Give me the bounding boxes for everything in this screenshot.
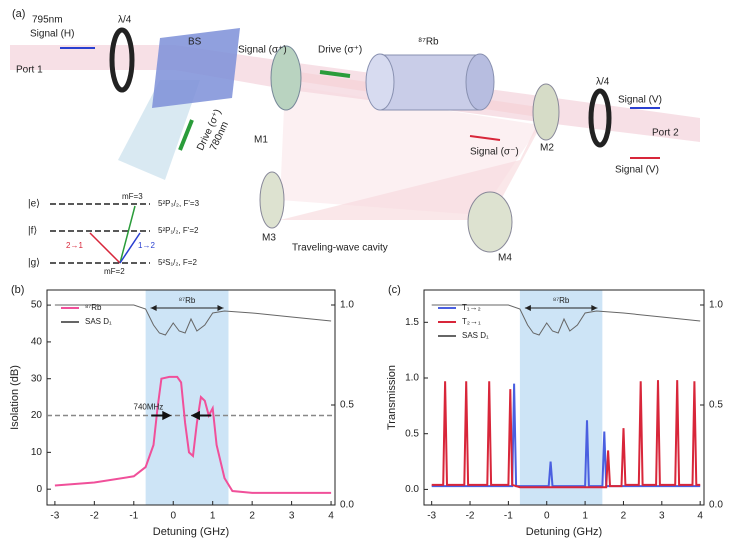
y-axis-label: Transmission — [386, 365, 398, 430]
level-term: 5²P₃/₂, F'=3 — [158, 199, 200, 208]
x-tick-label: 1 — [582, 511, 588, 522]
label: 2→1 — [66, 241, 83, 250]
energy-levels — [50, 204, 150, 263]
transition — [120, 206, 135, 263]
x-tick-label: 2 — [621, 511, 627, 522]
label: 795nm — [32, 15, 63, 26]
x-tick-label: -2 — [90, 511, 99, 522]
y-tick-label: 10 — [31, 447, 43, 458]
label: M3 — [262, 233, 276, 244]
annotation: ⁸⁷Rb — [553, 296, 570, 305]
legend-label: T₂→₁ — [462, 317, 481, 326]
y-tick-label: 1.5 — [405, 317, 419, 328]
label: Drive (σ⁺) — [318, 45, 362, 56]
vapor-cell — [366, 54, 394, 110]
label: Signal (σ⁺) — [238, 45, 287, 56]
legend-label: T₁→₂ — [462, 303, 481, 312]
label: Traveling-wave cavity — [292, 243, 388, 254]
level-term: 5²S₁/₂, F=2 — [158, 258, 197, 267]
panel-label: (a) — [12, 8, 25, 20]
y2-tick-label: 0.0 — [709, 500, 723, 511]
x-axis-label: Detuning (GHz) — [526, 526, 602, 538]
x-tick-label: -2 — [466, 511, 475, 522]
y-tick-label: 0.5 — [405, 428, 419, 439]
y-tick-label: 40 — [31, 337, 43, 348]
y-tick-label: 1.0 — [405, 373, 419, 384]
vapor-cell — [466, 54, 494, 110]
mirror — [533, 84, 559, 140]
mirror — [260, 172, 284, 228]
label: Signal (σ⁻) — [470, 147, 519, 158]
x-tick-label: -1 — [504, 511, 513, 522]
y-tick-label: 0 — [36, 484, 42, 495]
transition — [90, 233, 120, 263]
label: BS — [188, 37, 202, 48]
x-tick-label: 4 — [328, 511, 334, 522]
mirror — [468, 192, 512, 252]
x-axis-label: Detuning (GHz) — [153, 526, 229, 538]
y-axis-label: Isolation (dB) — [9, 365, 21, 430]
shaded-region — [520, 290, 602, 505]
x-tick-label: -1 — [129, 511, 138, 522]
y-tick-label: 50 — [31, 300, 43, 311]
label: 1→2 — [138, 241, 155, 250]
level-state: |g⟩ — [28, 258, 40, 269]
annotation: 740MHz — [134, 403, 164, 412]
panel-label: (b) — [11, 284, 24, 296]
label: Port 2 — [652, 128, 679, 139]
label: M4 — [498, 253, 512, 264]
setup-drawing — [10, 28, 700, 263]
y2-tick-label: 1.0 — [340, 300, 354, 311]
y2-tick-label: 0.5 — [340, 400, 354, 411]
legend-label: ⁸⁷Rb — [85, 303, 102, 312]
label: Port 1 — [16, 65, 43, 76]
legend-label: SAS D₁ — [85, 317, 112, 326]
x-tick-label: 0 — [170, 511, 176, 522]
legend-label: SAS D₁ — [462, 331, 489, 340]
label: M1 — [254, 135, 268, 146]
label: mF=3 — [122, 192, 143, 201]
label: ⁸⁷Rb — [418, 37, 439, 48]
x-tick-label: 3 — [659, 511, 665, 522]
label: M2 — [540, 143, 554, 154]
y-tick-label: 30 — [31, 373, 43, 384]
level-term: 5²P₁/₂, F'=2 — [158, 226, 199, 235]
y2-tick-label: 0.0 — [340, 500, 354, 511]
y2-tick-label: 1.0 — [709, 300, 723, 311]
annotation: ⁸⁷Rb — [179, 296, 196, 305]
y-tick-label: 0.0 — [405, 484, 419, 495]
x-tick-label: 4 — [697, 511, 703, 522]
x-tick-label: -3 — [50, 511, 59, 522]
vapor-cell — [380, 55, 480, 110]
x-tick-label: 3 — [289, 511, 295, 522]
x-tick-label: 1 — [210, 511, 216, 522]
label: Signal (V) — [618, 95, 662, 106]
transition — [120, 233, 140, 263]
x-tick-label: -3 — [427, 511, 436, 522]
x-tick-label: 2 — [249, 511, 255, 522]
x-tick-label: 0 — [544, 511, 550, 522]
level-state: |f⟩ — [28, 226, 37, 237]
label: Signal (H) — [30, 29, 74, 40]
label: Signal (V) — [615, 165, 659, 176]
y2-tick-label: 0.5 — [709, 400, 723, 411]
figure: (a) 795nm Signal (H) λ/4 Port 1 BS Signa… — [0, 0, 732, 541]
label: mF=2 — [104, 267, 125, 276]
y-tick-label: 20 — [31, 410, 43, 421]
label: λ/4 — [118, 15, 132, 26]
label: λ/4 — [596, 77, 610, 88]
level-state: |e⟩ — [28, 199, 40, 210]
panel-label: (c) — [388, 284, 401, 296]
